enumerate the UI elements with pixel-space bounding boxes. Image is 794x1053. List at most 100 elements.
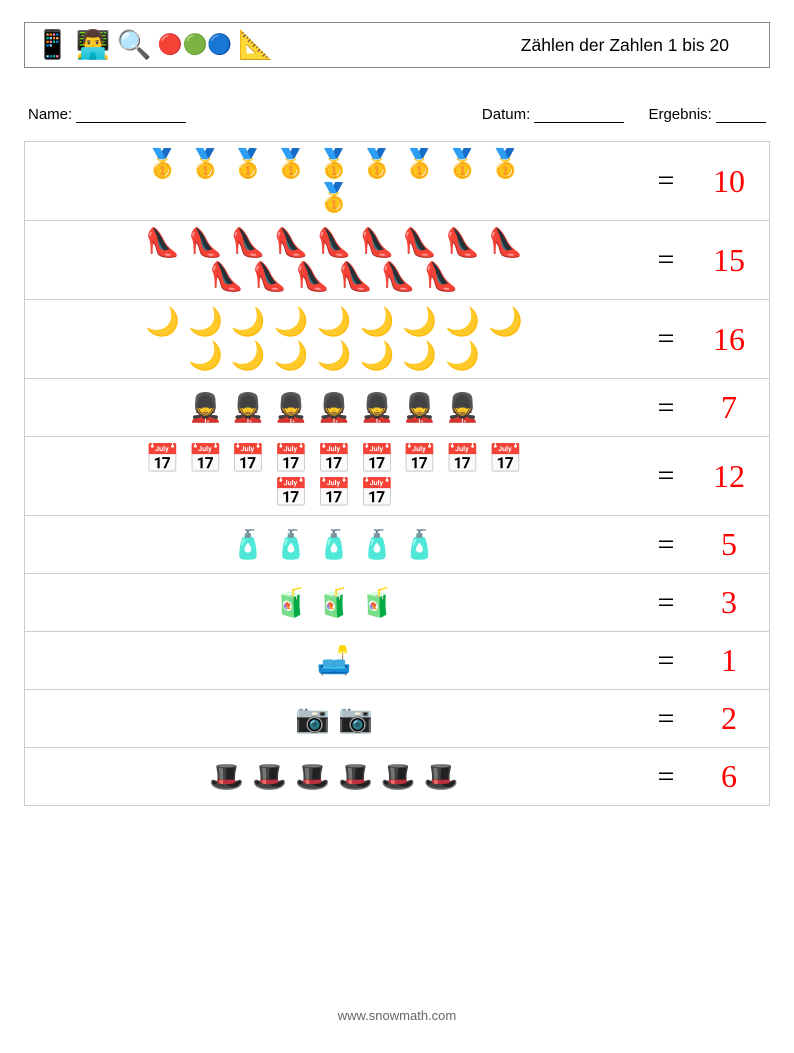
count-item-icon: 👠 bbox=[317, 229, 352, 257]
count-item-icon: 🎩 bbox=[338, 763, 373, 791]
count-item-icon: 🥇 bbox=[359, 150, 394, 178]
answer-value: 15 bbox=[689, 242, 769, 279]
answer-value: 1 bbox=[689, 642, 769, 679]
count-item-icon: 🌙 bbox=[402, 342, 437, 370]
count-item-icon: 💂 bbox=[402, 394, 437, 422]
icon-cell: 🧴🧴🧴🧴🧴 bbox=[124, 523, 544, 567]
count-item-icon: 📅 bbox=[359, 445, 394, 473]
table-row: 🎩🎩🎩🎩🎩🎩=6 bbox=[25, 748, 769, 806]
count-item-icon: 📅 bbox=[145, 445, 180, 473]
equals-sign: = bbox=[643, 322, 689, 356]
count-item-icon: 🎩 bbox=[424, 763, 459, 791]
page-title: Zählen der Zahlen 1 bis 20 bbox=[521, 35, 729, 56]
count-item-icon: 💂 bbox=[317, 394, 352, 422]
count-item-icon: 🌙 bbox=[445, 342, 480, 370]
result-blank[interactable] bbox=[716, 107, 766, 124]
count-item-icon: 🌙 bbox=[145, 308, 180, 336]
count-item-icon: 🌙 bbox=[188, 308, 223, 336]
meta-name: Name: bbox=[28, 106, 482, 123]
count-item-icon: 📅 bbox=[274, 479, 309, 507]
count-item-icon: 💂 bbox=[188, 394, 223, 422]
count-item-icon: 🎩 bbox=[209, 763, 244, 791]
equals-sign: = bbox=[643, 164, 689, 198]
count-item-icon: 🧃 bbox=[274, 589, 309, 617]
count-item-icon: 🌙 bbox=[359, 342, 394, 370]
footer-url: www.snowmath.com bbox=[338, 1008, 456, 1023]
magnifier-icon: 🔍 bbox=[117, 31, 152, 59]
name-blank[interactable] bbox=[76, 107, 186, 124]
count-item-icon: 🌙 bbox=[231, 342, 266, 370]
footer: www.snowmath.com bbox=[0, 1008, 794, 1023]
table-row: 💂💂💂💂💂💂💂 =7 bbox=[25, 379, 769, 437]
icon-cell: 🌙🌙🌙🌙🌙🌙🌙🌙🌙🌙🌙🌙🌙🌙🌙🌙 bbox=[124, 300, 544, 378]
icon-cell: 💂💂💂💂💂💂💂 bbox=[124, 386, 544, 430]
equals-sign: = bbox=[643, 528, 689, 562]
answer-value: 7 bbox=[689, 389, 769, 426]
result-label: Ergebnis: bbox=[648, 106, 711, 123]
date-label: Datum: bbox=[482, 106, 530, 123]
meta-date: Datum: bbox=[482, 106, 625, 123]
count-item-icon: 🧴 bbox=[402, 531, 437, 559]
count-item-icon: 🧴 bbox=[359, 531, 394, 559]
count-item-icon: 📷 bbox=[295, 705, 330, 733]
counting-table: 🥇🥇🥇🥇🥇🥇🥇🥇🥇🥇=10👠👠👠👠👠👠👠👠👠👠👠👠👠👠👠=15🌙🌙🌙🌙🌙🌙🌙🌙🌙… bbox=[24, 141, 770, 806]
count-item-icon: 🧴 bbox=[231, 531, 266, 559]
date-blank[interactable] bbox=[534, 107, 624, 124]
count-item-icon: 🥇 bbox=[488, 150, 523, 178]
count-item-icon: 👠 bbox=[445, 229, 480, 257]
equals-sign: = bbox=[643, 243, 689, 277]
table-row: 🧃🧃🧃=3 bbox=[25, 574, 769, 632]
table-row: 📅📅📅📅📅📅📅📅📅📅📅📅=12 bbox=[25, 437, 769, 516]
count-item-icon: 👠 bbox=[252, 263, 287, 291]
header-icon-row: 📱 👨‍💻 🔍 🔴🟢🔵 📐 bbox=[35, 31, 273, 59]
answer-value: 6 bbox=[689, 758, 769, 795]
count-item-icon: 📅 bbox=[359, 479, 394, 507]
tablet-icon: 📱 bbox=[35, 31, 70, 59]
answer-value: 5 bbox=[689, 526, 769, 563]
answer-value: 12 bbox=[689, 458, 769, 495]
count-item-icon: 📅 bbox=[402, 445, 437, 473]
icon-cell: 🎩🎩🎩🎩🎩🎩 bbox=[124, 755, 544, 799]
count-item-icon: 👠 bbox=[402, 229, 437, 257]
count-item-icon: 🌙 bbox=[274, 342, 309, 370]
count-item-icon: 📅 bbox=[188, 445, 223, 473]
count-item-icon: 🌙 bbox=[317, 308, 352, 336]
count-item-icon: 📷 bbox=[338, 705, 373, 733]
icon-cell: 🥇🥇🥇🥇🥇🥇🥇🥇🥇🥇 bbox=[124, 142, 544, 220]
count-item-icon: 🎩 bbox=[381, 763, 416, 791]
count-item-icon: 📅 bbox=[317, 479, 352, 507]
icon-cell: 📅📅📅📅📅📅📅📅📅📅📅📅 bbox=[124, 437, 544, 515]
compass-icon: 📐 bbox=[238, 31, 273, 59]
count-item-icon: 🌙 bbox=[359, 308, 394, 336]
count-item-icon: 📅 bbox=[445, 445, 480, 473]
count-item-icon: 🌙 bbox=[317, 342, 352, 370]
header-box: 📱 👨‍💻 🔍 🔴🟢🔵 📐 Zählen der Zahlen 1 bis 20 bbox=[24, 22, 770, 68]
count-item-icon: 🧃 bbox=[359, 589, 394, 617]
count-item-icon: 👠 bbox=[231, 229, 266, 257]
icon-cell: 🧃🧃🧃 bbox=[124, 581, 544, 625]
count-item-icon: 👠 bbox=[338, 263, 373, 291]
count-item-icon: 💂 bbox=[359, 394, 394, 422]
count-item-icon: 🧴 bbox=[317, 531, 352, 559]
equals-sign: = bbox=[643, 586, 689, 620]
equals-sign: = bbox=[643, 391, 689, 425]
answer-value: 10 bbox=[689, 163, 769, 200]
count-item-icon: 👠 bbox=[359, 229, 394, 257]
count-item-icon: 📅 bbox=[231, 445, 266, 473]
count-item-icon: 🧃 bbox=[317, 589, 352, 617]
count-item-icon: 💂 bbox=[445, 394, 480, 422]
count-item-icon: 🌙 bbox=[231, 308, 266, 336]
count-item-icon: 💂 bbox=[274, 394, 309, 422]
icon-cell: 👠👠👠👠👠👠👠👠👠👠👠👠👠👠👠 bbox=[124, 221, 544, 299]
table-row: 👠👠👠👠👠👠👠👠👠👠👠👠👠👠👠 =15 bbox=[25, 221, 769, 300]
count-item-icon: 👠 bbox=[488, 229, 523, 257]
meta-row: Name: Datum: Ergebnis: bbox=[24, 106, 770, 123]
count-item-icon: 👠 bbox=[274, 229, 309, 257]
count-item-icon: 👠 bbox=[295, 263, 330, 291]
person-computer-icon: 👨‍💻 bbox=[76, 31, 111, 59]
count-item-icon: 🥇 bbox=[317, 184, 352, 212]
count-item-icon: 📅 bbox=[274, 445, 309, 473]
table-row: 📷📷=2 bbox=[25, 690, 769, 748]
count-item-icon: 🛋️ bbox=[317, 647, 352, 675]
count-item-icon: 🥇 bbox=[274, 150, 309, 178]
